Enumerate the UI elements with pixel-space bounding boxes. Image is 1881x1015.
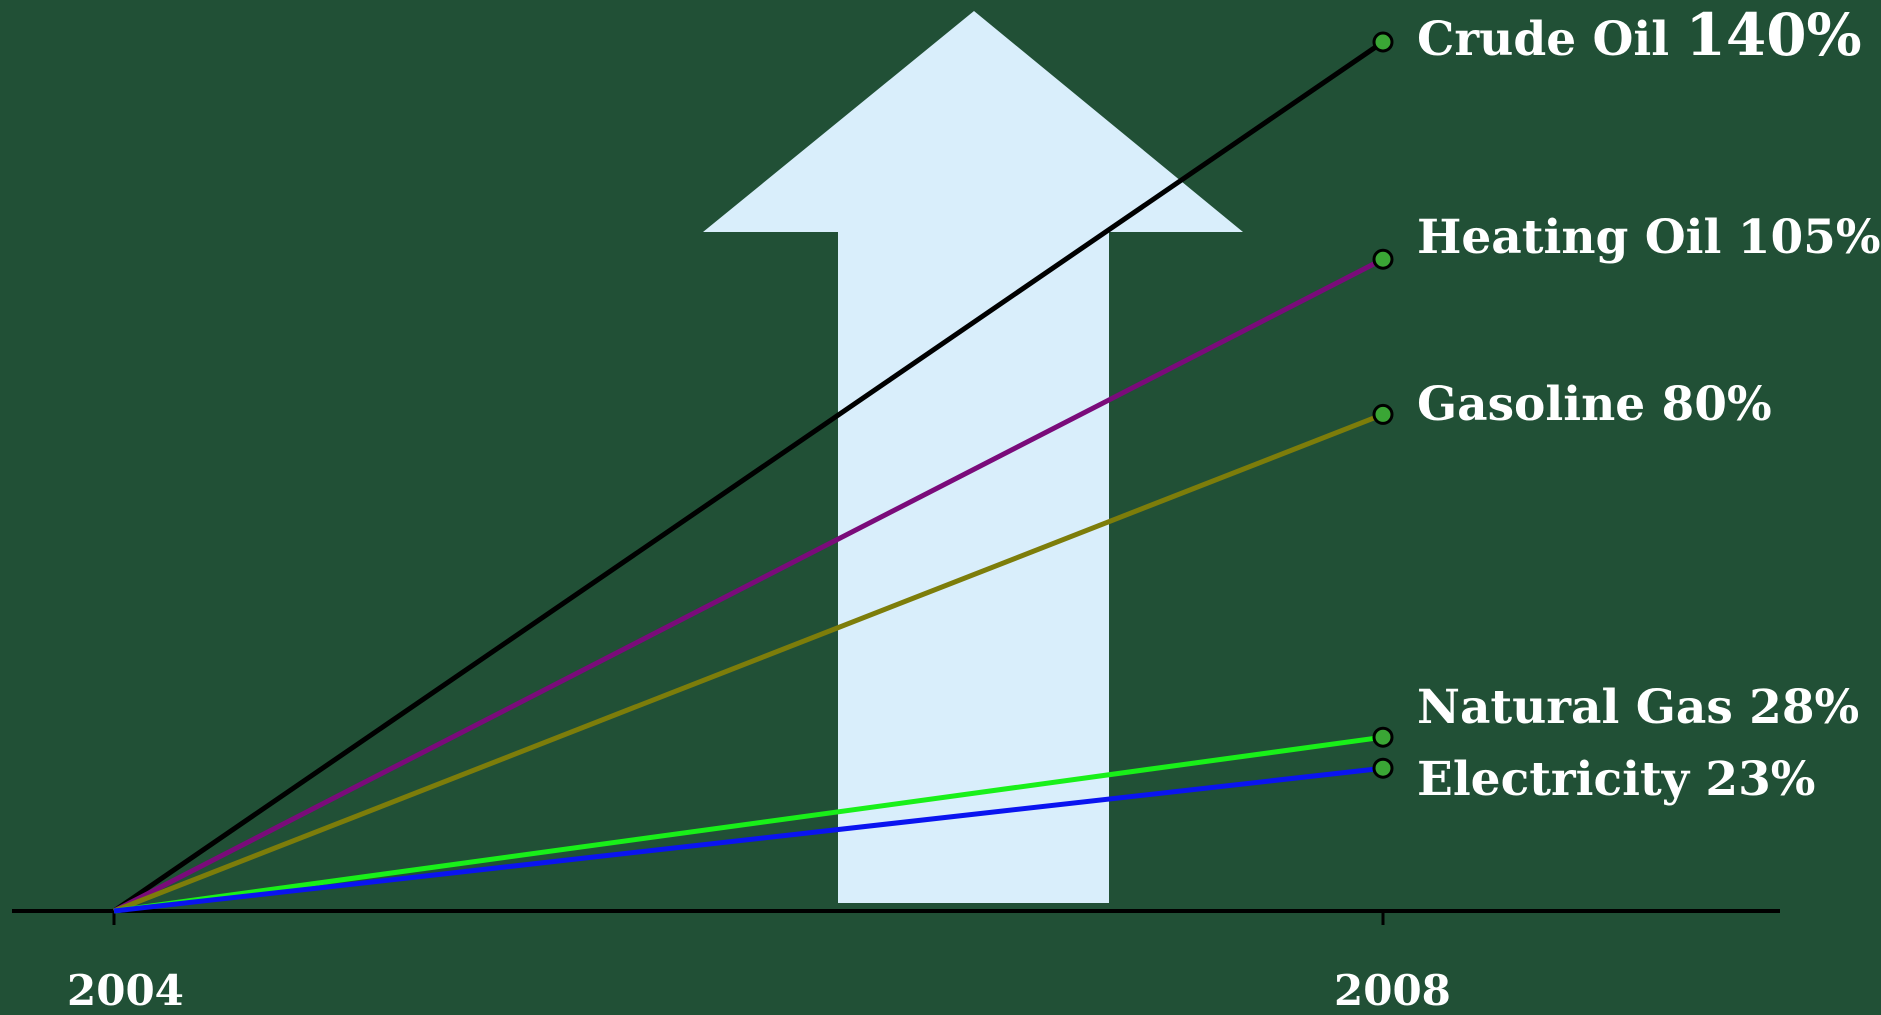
series-point-natural-gas-2008: [1372, 726, 1394, 748]
series-label-natural-gas: Natural Gas 28%: [1417, 680, 1859, 735]
series-line-gasoline: [113, 412, 1384, 914]
series-label-crude-oil: Crude Oil 140%: [1417, 1, 1862, 69]
series-pct-crude-oil: 140%: [1685, 1, 1861, 69]
series-name-gasoline: Gasoline: [1417, 377, 1662, 432]
series-point-electricity-2008: [1372, 757, 1394, 779]
series-name-natural-gas: Natural Gas: [1417, 680, 1749, 735]
x-tick-label-2004: 2004: [67, 966, 184, 1010]
series-name-heating-oil: Heating Oil: [1417, 210, 1738, 265]
series-name-crude-oil: Crude Oil: [1417, 12, 1685, 67]
x-tick-label-2008: 2008: [1334, 966, 1451, 1010]
series-pct-heating-oil: 105%: [1738, 210, 1881, 265]
series-pct-electricity: 23%: [1705, 752, 1815, 807]
series-point-gasoline-2008: [1372, 403, 1394, 425]
series-point-heating-oil-2008: [1372, 248, 1394, 270]
series-pct-gasoline: 80%: [1662, 377, 1772, 432]
series-line-natural-gas: [113, 734, 1384, 914]
series-layer: Crude Oil 140% Heating Oil 105% Gasoline 8…: [112, 1, 1881, 914]
series-line-crude-oil: [112, 39, 1385, 914]
series-name-electricity: Electricity: [1417, 752, 1705, 807]
series-pct-natural-gas: 28%: [1749, 680, 1859, 735]
series-label-gasoline: Gasoline 80%: [1417, 377, 1772, 432]
up-arrow-icon: [703, 11, 1243, 903]
series-line-heating-oil: [112, 257, 1385, 914]
series-point-crude-oil-2008: [1372, 31, 1394, 53]
series-line-electricity: [113, 765, 1384, 914]
series-label-electricity: Electricity 23%: [1417, 752, 1815, 807]
series-label-heating-oil: Heating Oil 105%: [1417, 210, 1881, 265]
